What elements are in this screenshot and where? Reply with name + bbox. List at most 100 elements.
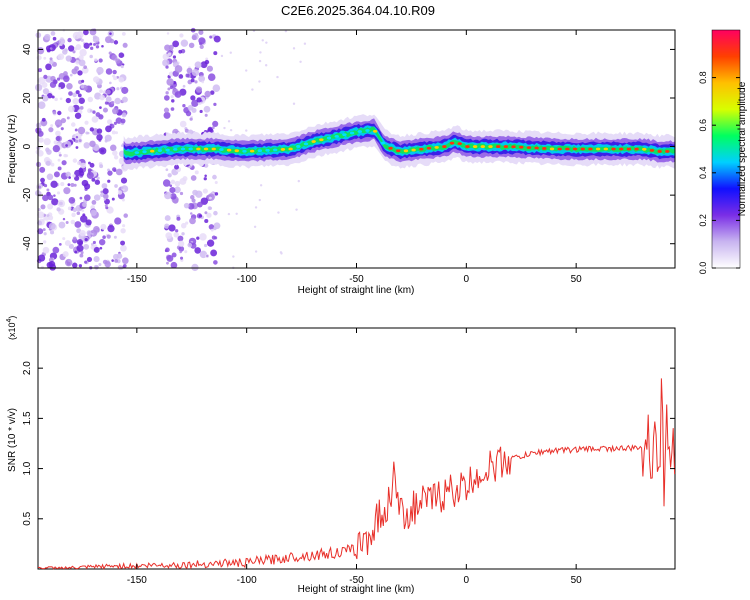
noise-speck — [204, 243, 208, 248]
noise-speck — [72, 207, 78, 213]
noise-speck — [99, 246, 103, 250]
noise-speck — [84, 260, 88, 264]
noise-speck — [98, 238, 106, 246]
noise-speck — [96, 128, 103, 134]
noise-speck — [42, 246, 50, 254]
noise-speck — [185, 221, 189, 225]
noise-speck — [89, 42, 93, 46]
noise-speck — [203, 105, 211, 113]
noise-speck — [113, 40, 119, 45]
noise-speck — [54, 119, 63, 127]
noise-speck — [199, 109, 203, 114]
noise-speck — [172, 55, 177, 59]
noise-speck — [208, 196, 212, 200]
noise-speck — [121, 31, 126, 36]
noise-speck — [194, 61, 202, 69]
noise-speck — [43, 137, 51, 146]
colorbar-tick-label: 0.4 — [698, 167, 708, 180]
ridge-peak — [442, 145, 447, 148]
noise-speck — [68, 45, 75, 52]
figure-title: C2E6.2025.364.04.10.R09 — [281, 3, 435, 18]
noise-speck — [179, 120, 187, 128]
noise-speck — [105, 89, 111, 95]
ridge-peak — [134, 151, 140, 155]
noise-speck — [52, 110, 57, 115]
x-tick-label: 0 — [464, 274, 470, 285]
noise-speck — [220, 54, 224, 58]
ridge-peak — [372, 129, 378, 133]
noise-speck — [112, 107, 119, 115]
snr-ticks: -150 -100 -50 0 50 0.5 1.0 1.5 2.0 — [22, 328, 675, 586]
snr-xlabel: Height of straight line (km) — [298, 584, 415, 595]
y-tick-label: -40 — [22, 236, 33, 251]
y-tick-label: -20 — [22, 187, 33, 202]
noise-speck — [117, 265, 123, 270]
noise-speck — [114, 259, 119, 263]
noise-speck — [265, 41, 268, 44]
noise-speck — [78, 55, 84, 61]
noise-speck — [194, 170, 199, 175]
noise-speck — [65, 144, 68, 147]
noise-speck — [180, 222, 187, 229]
noise-speck — [212, 174, 217, 180]
noise-speck — [213, 226, 217, 231]
colorbar-gradient — [711, 29, 741, 269]
noise-speck — [51, 95, 55, 99]
noise-speck — [108, 51, 112, 55]
noise-speck — [196, 97, 202, 103]
noise-speck — [77, 126, 86, 135]
noise-speck — [69, 73, 73, 77]
noise-speck — [164, 44, 171, 51]
noise-speck — [81, 209, 85, 212]
noise-speck — [34, 83, 43, 92]
noise-speck — [58, 243, 62, 246]
noise-speck — [163, 111, 171, 119]
noise-speck — [92, 36, 100, 43]
ridge-peak — [426, 146, 432, 150]
noise-speck — [37, 228, 44, 235]
ridge-peak — [319, 138, 324, 142]
noise-speck — [79, 230, 86, 237]
noise-speck — [91, 232, 94, 236]
noise-speck — [191, 198, 196, 203]
noise-speck — [180, 39, 189, 47]
spectrogram-ticks: -150 -100 -50 0 50 -40 -20 0 20 40 — [22, 30, 675, 285]
ridge-peak — [311, 140, 316, 143]
noise-speck — [49, 57, 53, 61]
noise-speck — [214, 181, 218, 185]
noise-speck — [172, 40, 180, 48]
noise-speck — [245, 69, 248, 72]
noise-speck — [116, 87, 120, 91]
spectrogram-panel: -150 -100 -50 0 50 -40 -20 0 20 40 Height of stra… — [7, 27, 676, 296]
noise-speck — [62, 237, 66, 241]
colorbar: 0.0 0.2 0.4 0.6 0.8 Normalized spectral ampl… — [698, 29, 748, 274]
noise-speck — [57, 199, 66, 208]
colorbar-ticks: 0.0 0.2 0.4 0.6 0.8 — [698, 71, 740, 274]
noise-speck — [162, 59, 170, 67]
ridge-peak — [388, 146, 393, 150]
noise-speck — [70, 219, 76, 225]
ridge-peak — [557, 147, 562, 151]
noise-speck — [254, 206, 258, 209]
noise-speck — [163, 107, 170, 113]
ridge-peak — [411, 148, 416, 152]
noise-speck — [109, 144, 117, 152]
ridge-peak — [526, 146, 532, 150]
noise-speck — [259, 51, 262, 54]
noise-speck — [72, 92, 77, 98]
ridge-peak — [534, 146, 539, 150]
noise-speck — [211, 235, 217, 240]
spectrogram-xlabel: Height of straight line (km) — [298, 285, 415, 296]
noise-speck — [90, 46, 94, 50]
noise-speck — [79, 106, 84, 110]
y-tick-label: 2.0 — [22, 361, 33, 375]
noise-speck — [72, 50, 76, 54]
noise-speck — [235, 212, 238, 215]
colorbar-tick-label: 0.0 — [698, 262, 708, 275]
noise-speck — [165, 168, 169, 172]
noise-speck — [83, 142, 90, 149]
noise-speck — [49, 47, 53, 50]
ridge-peak — [403, 149, 409, 153]
noise-speck — [118, 52, 125, 58]
noise-speck — [61, 160, 67, 166]
